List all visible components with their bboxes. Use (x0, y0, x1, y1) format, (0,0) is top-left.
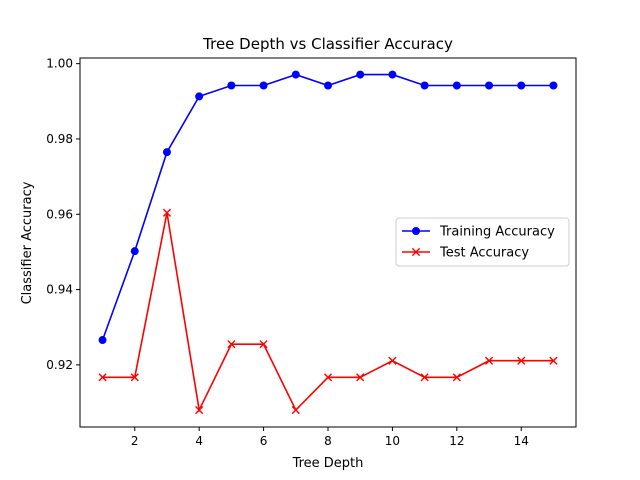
series-0-point-6 (291, 70, 300, 79)
y-tick-label-2: 0.96 (46, 207, 73, 221)
series-1-point-12 (484, 356, 494, 365)
series-0-point-5 (259, 81, 268, 90)
series-0-point-1 (130, 247, 139, 256)
series-0-point-14 (549, 81, 558, 90)
series-1-point-9 (388, 356, 397, 365)
y-tick-label-1: 0.94 (46, 283, 73, 297)
series-0-point-9 (388, 70, 397, 79)
plot-area (98, 70, 558, 415)
series-1-point-13 (517, 356, 526, 365)
chart-title: Tree Depth vs Classifier Accuracy (202, 35, 453, 53)
series-0-point-13 (517, 81, 526, 90)
series-0-point-0 (98, 336, 107, 345)
legend-label-1: Test Accuracy (439, 246, 529, 261)
x-tick-label-3: 8 (324, 434, 332, 448)
legend-box (395, 217, 570, 267)
y-tick-label-0: 0.92 (46, 358, 73, 372)
series-1-point-2 (162, 208, 172, 217)
y-tick-label-3: 0.98 (46, 132, 73, 146)
y-axis-label: Classifier Accuracy (20, 181, 35, 304)
series-1-point-5 (259, 340, 268, 349)
series-1-point-10 (420, 373, 429, 382)
series-0-point-3 (195, 92, 204, 101)
x-tick-label-6: 14 (514, 434, 529, 448)
series-1-point-7 (323, 373, 333, 382)
series-1-point-0 (98, 373, 107, 382)
x-axis-label: Tree Depth (292, 456, 364, 471)
series-1-point-14 (549, 356, 558, 365)
legend: Training Accuracy Test Accuracy (395, 217, 570, 267)
series-0-point-4 (227, 81, 236, 90)
x-tick-label-1: 4 (195, 434, 203, 448)
series-1-point-11 (452, 373, 461, 382)
series-0-point-11 (452, 81, 461, 90)
legend-entry-0: Training Accuracy (402, 225, 555, 240)
series-1-point-4 (227, 340, 236, 349)
series-0-point-12 (485, 81, 494, 90)
legend-entry-1: Test Accuracy (402, 246, 529, 261)
legend-label-0: Training Accuracy (439, 225, 555, 240)
series-0-point-2 (162, 148, 171, 157)
x-tick-label-2: 6 (260, 434, 268, 448)
series-1-point-6 (291, 405, 300, 415)
series-0-point-7 (324, 81, 332, 90)
series-0-point-8 (356, 70, 365, 79)
y-tick-label-4: 1.00 (46, 57, 73, 71)
x-tick-label-4: 10 (385, 434, 400, 448)
series-1-point-1 (130, 373, 139, 382)
series-1-point-3 (195, 405, 204, 415)
x-tick-label-5: 12 (449, 434, 464, 448)
x-tick-label-0: 2 (131, 434, 139, 448)
series-0-point-10 (420, 81, 429, 90)
series-1-point-8 (356, 373, 365, 382)
